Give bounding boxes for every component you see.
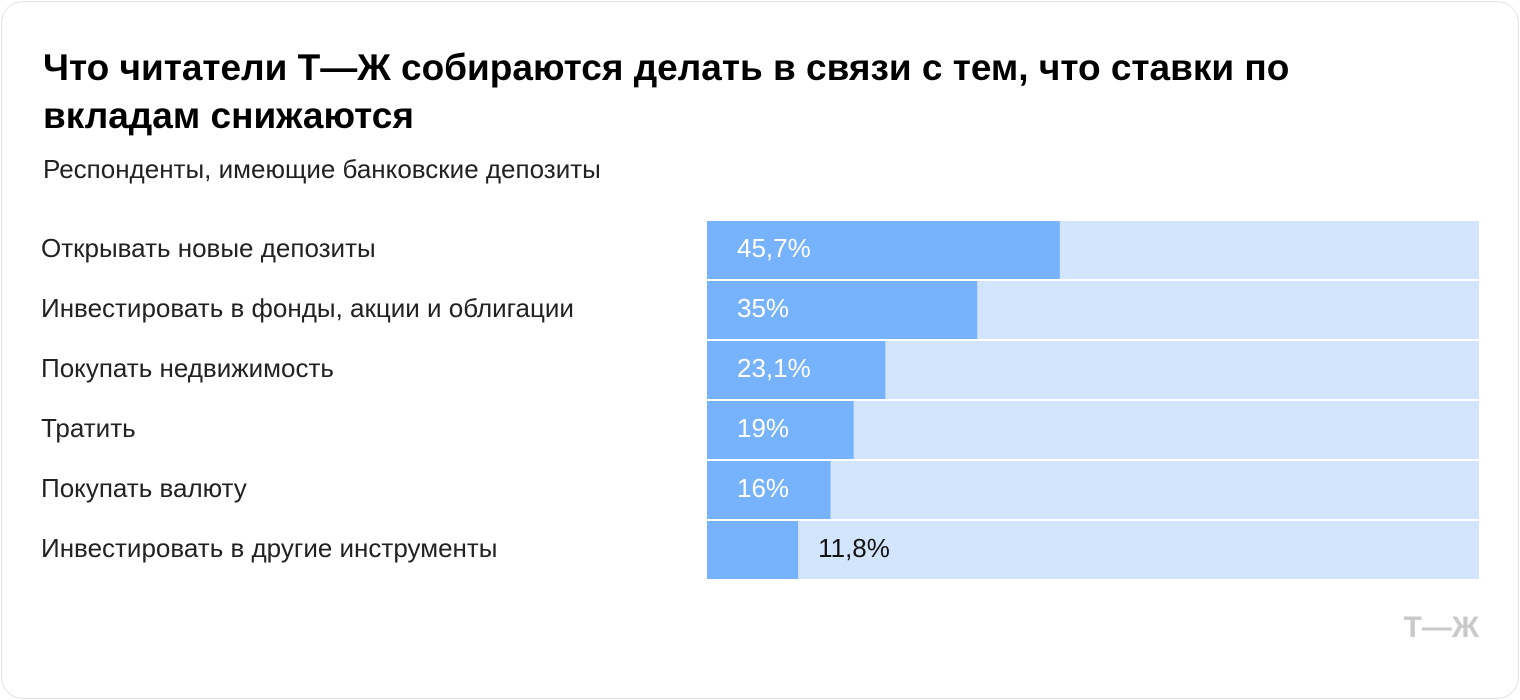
category-label: Открывать новые депозиты <box>41 233 376 263</box>
bar <box>707 521 799 579</box>
bar <box>707 221 1060 279</box>
value-label: 19% <box>737 413 789 443</box>
value-label: 16% <box>737 473 789 503</box>
bar-track <box>707 521 1479 579</box>
value-label: 45,7% <box>737 233 811 263</box>
chart-title: Что читатели Т—Ж собираются делать в свя… <box>43 47 1290 136</box>
category-label: Инвестировать в фонды, акции и облигации <box>41 293 574 323</box>
value-label: 11,8% <box>818 533 890 563</box>
bar-track <box>707 461 1479 519</box>
bar <box>707 401 854 459</box>
chart-subtitle: Респонденты, имеющие банковские депозиты <box>43 154 601 184</box>
category-label: Покупать валюту <box>41 473 247 503</box>
category-label: Покупать недвижимость <box>41 353 334 383</box>
category-label: Инвестировать в другие инструменты <box>41 533 498 563</box>
logo: Т—Ж <box>1404 611 1480 644</box>
bar <box>707 281 978 339</box>
bar <box>707 341 886 399</box>
value-label: 23,1% <box>737 353 811 383</box>
category-label: Тратить <box>41 413 136 443</box>
bar <box>707 461 831 519</box>
value-label: 35% <box>737 293 789 323</box>
